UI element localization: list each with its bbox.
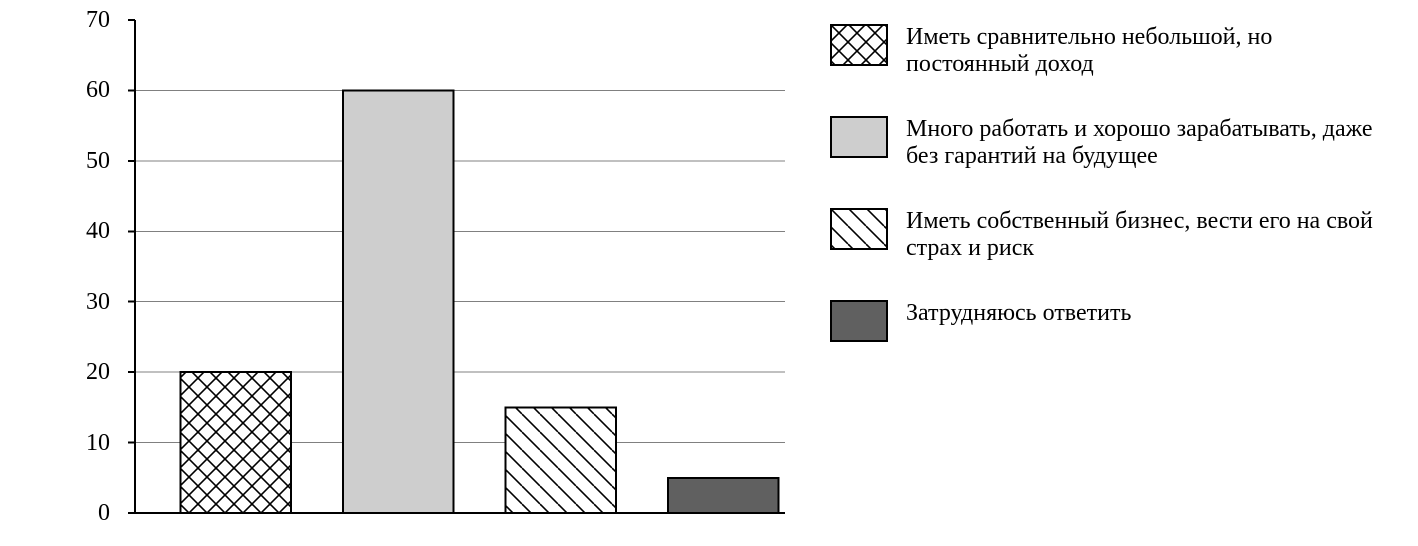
y-tick-label: 40 — [0, 219, 110, 243]
legend-swatch — [830, 300, 888, 342]
bar-1 — [181, 372, 292, 513]
legend-item: Иметь сравнительно небольшой, но постоян… — [830, 24, 1390, 78]
y-tick-label: 20 — [0, 360, 110, 384]
y-tick-label: 30 — [0, 290, 110, 314]
y-tick-label: 60 — [0, 78, 110, 102]
chart-canvas: 0 10 20 30 40 50 60 70 Иметь сравнительно неболь… — [0, 0, 1418, 546]
legend-item: Затрудняюсь ответить — [830, 300, 1390, 342]
bar-3 — [506, 407, 617, 513]
legend-label: Иметь сравнительно небольшой, но постоян… — [906, 24, 1390, 78]
legend: Иметь сравнительно небольшой, но постоян… — [830, 24, 1390, 342]
bar-4 — [668, 478, 779, 513]
y-tick-label: 0 — [0, 501, 110, 525]
legend-label: Затрудняюсь ответить — [906, 300, 1390, 327]
bar-2 — [343, 90, 454, 513]
legend-item: Иметь собственный бизнес, вести его на с… — [830, 208, 1390, 262]
legend-swatch — [830, 24, 888, 66]
y-tick-label: 70 — [0, 8, 110, 32]
legend-label: Иметь собственный бизнес, вести его на с… — [906, 208, 1390, 262]
legend-label: Много работать и хорошо зарабатывать, да… — [906, 116, 1390, 170]
legend-swatch — [830, 116, 888, 158]
legend-swatch — [830, 208, 888, 250]
y-tick-label: 10 — [0, 431, 110, 455]
legend-item: Много работать и хорошо зарабатывать, да… — [830, 116, 1390, 170]
y-tick-label: 50 — [0, 149, 110, 173]
